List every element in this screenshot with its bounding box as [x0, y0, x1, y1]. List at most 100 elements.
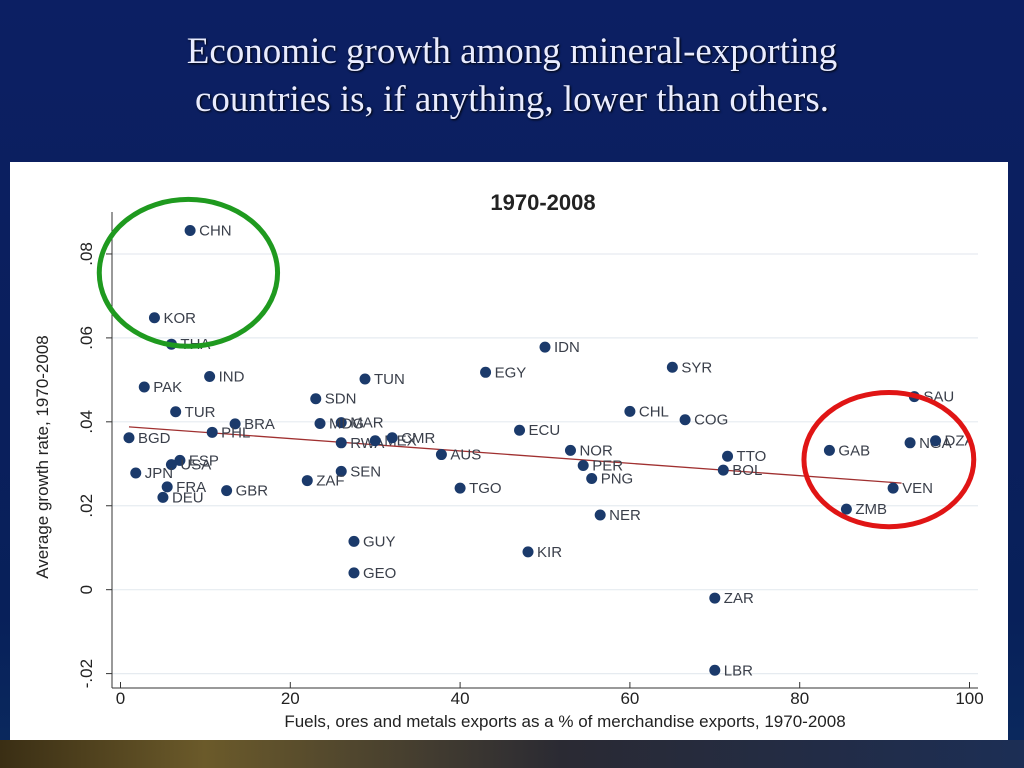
data-point-label: COG	[694, 412, 728, 429]
scatter-chart: 1970-2008 -.020.02.04.06.080 20 40 60 80 100 …	[33, 190, 984, 731]
data-point-label: ESP	[189, 452, 219, 469]
data-point-label: PHL	[221, 424, 250, 441]
grid-lines	[112, 253, 978, 675]
data-point	[904, 437, 916, 449]
data-point	[335, 437, 347, 449]
data-point	[709, 592, 721, 604]
data-point	[823, 444, 835, 456]
data-point-label: GEO	[363, 565, 396, 582]
data-point-label: SEN	[350, 463, 381, 480]
data-point	[310, 393, 322, 405]
data-point-label: CHL	[639, 403, 669, 420]
data-point	[174, 454, 186, 466]
data-point-label: TUN	[374, 371, 405, 388]
x-tick-label: 100	[955, 689, 983, 708]
y-tick-label: .06	[77, 326, 96, 350]
data-point-label: JPN	[145, 465, 173, 482]
data-point-label: BGD	[138, 430, 171, 447]
data-point-label: IDN	[554, 339, 580, 356]
data-point-label: CHN	[199, 222, 232, 239]
data-point	[594, 509, 606, 521]
data-point	[335, 465, 347, 477]
data-point	[386, 432, 398, 444]
data-point	[184, 224, 196, 236]
data-point	[301, 475, 313, 487]
data-point	[335, 417, 347, 429]
data-point-label: ZAF	[316, 473, 344, 490]
y-tick-label: .08	[77, 242, 96, 266]
data-point-label: ZAR	[724, 590, 754, 607]
data-point	[624, 405, 636, 417]
y-tick-label: .02	[77, 494, 96, 518]
data-point-label: TUR	[185, 404, 216, 421]
data-point	[221, 485, 233, 497]
red-highlight-circle	[801, 389, 977, 530]
data-point	[148, 312, 160, 324]
data-point-label: LBR	[724, 662, 753, 679]
data-point-label: NOR	[579, 442, 613, 459]
data-point	[454, 482, 466, 494]
data-point-label: IND	[219, 369, 245, 386]
data-point	[709, 664, 721, 676]
data-point	[130, 467, 142, 479]
data-point-label: PAK	[153, 379, 182, 396]
data-point-label: NER	[609, 507, 641, 524]
data-point	[564, 444, 576, 456]
data-point-label: PER	[592, 457, 623, 474]
data-point	[348, 535, 360, 547]
y-tick-label: -.02	[77, 659, 96, 688]
data-point-label: ECU	[529, 422, 561, 439]
data-point-label: TGO	[469, 480, 502, 497]
data-point-label: BRA	[244, 416, 275, 433]
data-point	[138, 381, 150, 393]
data-point	[586, 472, 598, 484]
fit-line-segment	[128, 426, 902, 484]
data-point	[522, 546, 534, 558]
data-point	[539, 341, 551, 353]
highlight-circles	[96, 196, 977, 530]
x-tick-label: 60	[620, 689, 639, 708]
y-axis-title: Average growth rate, 1970-2008	[33, 335, 52, 579]
x-tick-label: 80	[790, 689, 809, 708]
green-highlight-circle	[96, 196, 281, 349]
data-point-label: CMR	[401, 430, 435, 447]
data-point	[679, 414, 691, 426]
data-point	[161, 481, 173, 493]
data-point	[165, 459, 177, 471]
data-point	[887, 482, 899, 494]
data-point	[206, 426, 218, 438]
data-point-label: GBR	[236, 483, 269, 500]
data-point	[577, 459, 589, 471]
data-point	[480, 366, 492, 378]
slide-title-line1: Economic growth among mineral-exporting	[186, 31, 838, 72]
data-point-label: VEN	[902, 480, 933, 497]
data-points: CHNKORTHAPAKINDTURBGDBRAPHLESPUSAJPNFRAD…	[123, 222, 975, 679]
data-point	[722, 450, 734, 462]
data-point	[229, 418, 241, 430]
data-point	[204, 371, 216, 382]
data-point-label: GAB	[838, 442, 870, 459]
x-tick-label: 0	[116, 689, 125, 708]
data-point	[359, 373, 371, 385]
x-tick-label: 40	[451, 689, 470, 708]
axes: -.02 0 .02 .04 .06 .08 0 20 40 60 80 100	[77, 212, 984, 708]
data-point	[666, 361, 678, 373]
data-point	[840, 503, 852, 515]
fit-line	[128, 426, 902, 484]
data-point-label: USA	[180, 457, 211, 474]
data-point-label: MDG	[329, 416, 364, 433]
data-point-label: BOL	[732, 462, 762, 479]
data-point-label: DEU	[172, 489, 204, 506]
data-point-label: MAR	[350, 415, 384, 432]
data-point	[157, 491, 169, 503]
data-point-label: GUY	[363, 533, 396, 550]
x-tick-label: 20	[281, 689, 300, 708]
slide-title-line2: countries is, if anything, lower than ot…	[194, 79, 829, 120]
data-point-label: KOR	[163, 310, 196, 327]
data-point-label: KIR	[537, 544, 562, 561]
data-point-label: SYR	[681, 359, 712, 376]
x-axis-title: Fuels, ores and metals exports as a % of…	[284, 712, 845, 731]
data-point	[314, 418, 326, 429]
data-point-label: FRA	[176, 479, 206, 496]
data-point-label: PNG	[601, 470, 634, 487]
